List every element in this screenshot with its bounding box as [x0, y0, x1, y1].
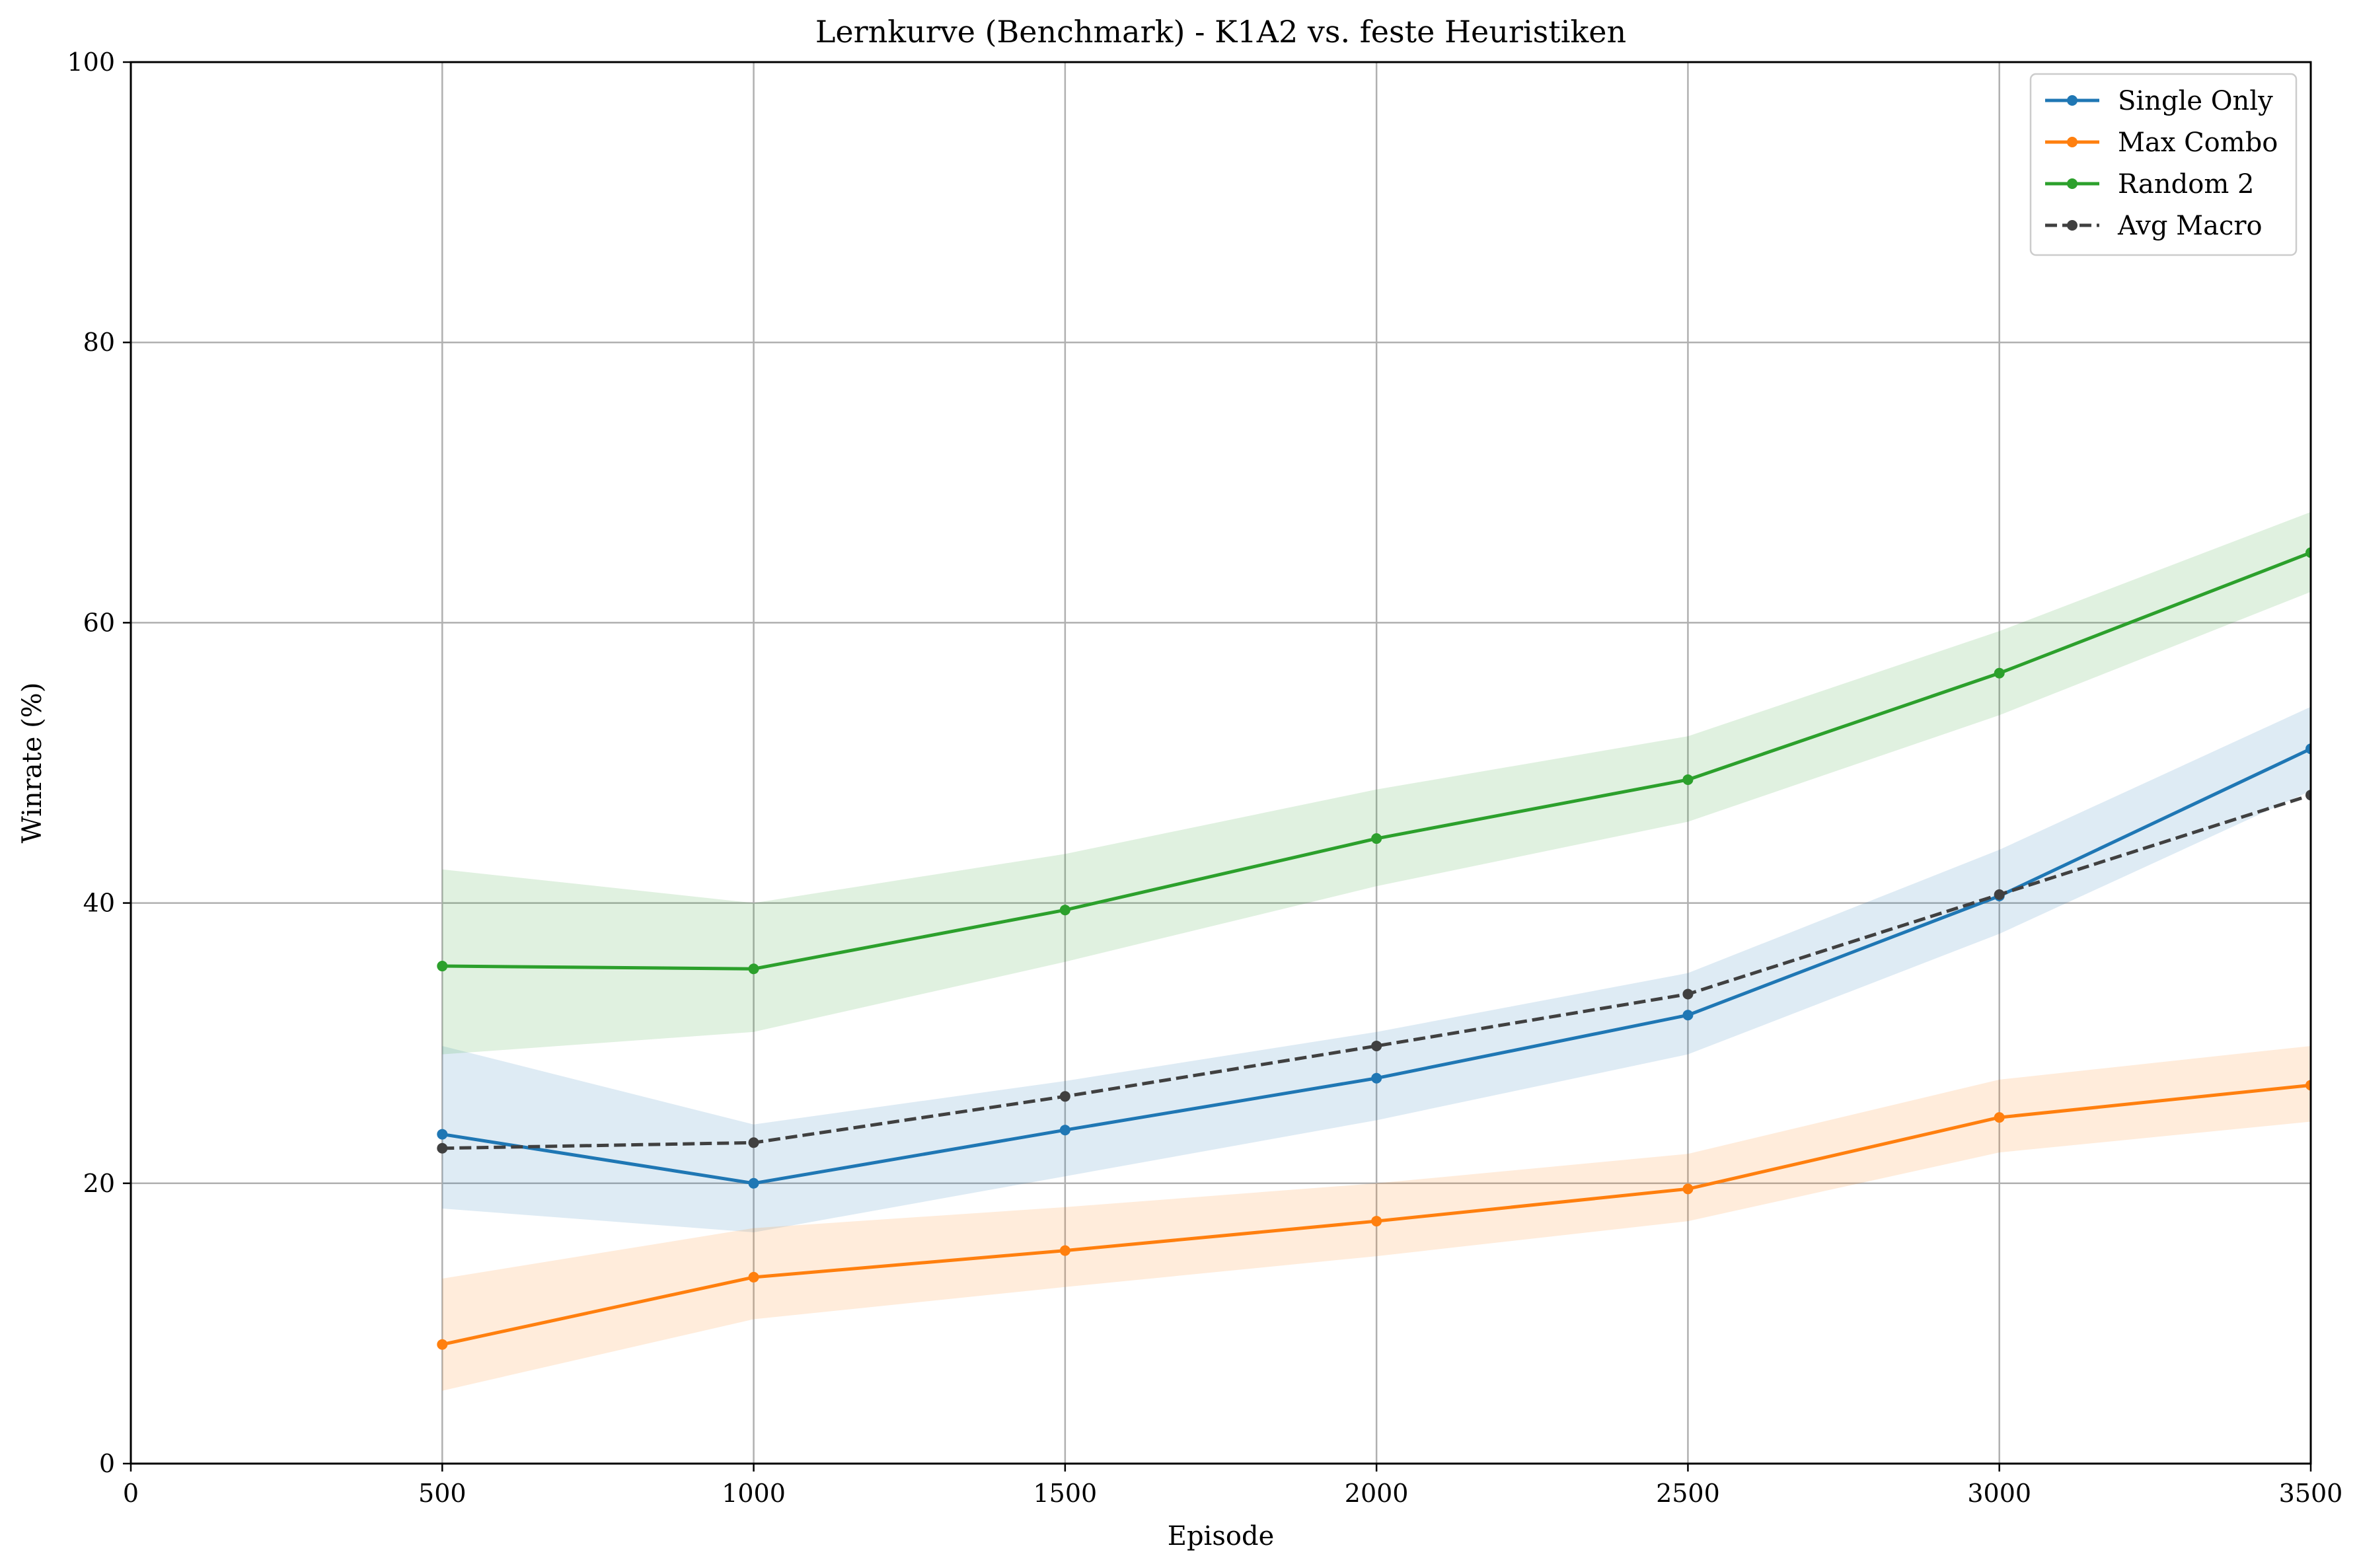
- plot-frame: [130, 61, 2312, 1465]
- data-point: [1994, 667, 2005, 679]
- data-point: [1994, 1112, 2005, 1123]
- y-tick-label: 20: [83, 1169, 115, 1198]
- series-points: [437, 547, 2311, 1350]
- legend-marker: [2067, 220, 2078, 231]
- y-tick-label: 80: [83, 328, 115, 357]
- data-point: [1059, 1091, 1070, 1102]
- y-axis-label: Winrate (%): [17, 683, 48, 844]
- data-point: [1682, 989, 1694, 1000]
- data-point: [1682, 1183, 1694, 1195]
- y-tick-label: 100: [67, 48, 115, 77]
- x-tick-label: 2500: [1656, 1479, 1720, 1508]
- legend-marker: [2067, 95, 2078, 106]
- y-tick-label: 40: [83, 889, 115, 918]
- data-point: [437, 961, 448, 972]
- x-tick-label: 500: [418, 1479, 467, 1508]
- legend-label: Random 2: [2118, 169, 2254, 200]
- data-point: [1371, 1216, 1382, 1227]
- data-point: [1059, 905, 1070, 916]
- confidence-band: [442, 706, 2311, 1233]
- legend-label: Max Combo: [2118, 128, 2278, 158]
- data-point: [748, 1271, 759, 1283]
- x-tick-label: 0: [123, 1479, 139, 1508]
- data-point: [1994, 889, 2005, 900]
- x-tick-label: 2000: [1345, 1479, 1409, 1508]
- data-point: [1371, 1072, 1382, 1084]
- x-tick-label: 3000: [1967, 1479, 2031, 1508]
- data-point: [437, 1339, 448, 1350]
- data-point: [1682, 1010, 1694, 1021]
- x-axis-label: Episode: [1168, 1521, 1274, 1551]
- data-point: [748, 963, 759, 975]
- data-point: [437, 1129, 448, 1140]
- y-tick-label: 0: [99, 1449, 115, 1478]
- confidence-band: [442, 511, 2311, 1055]
- legend-box: [2029, 73, 2298, 256]
- legend-marker: [2067, 178, 2078, 189]
- data-point: [1371, 1040, 1382, 1051]
- x-tick-label: 3500: [2279, 1479, 2343, 1508]
- data-point: [748, 1137, 759, 1148]
- data-point: [1682, 774, 1694, 785]
- data-point: [1059, 1125, 1070, 1136]
- y-tick-label: 60: [83, 608, 115, 637]
- data-point: [1059, 1245, 1070, 1256]
- legend-label: Single Only: [2118, 86, 2273, 116]
- data-point: [1371, 833, 1382, 844]
- chart-title: Lernkurve (Benchmark) - K1A2 vs. feste H…: [815, 14, 1626, 50]
- data-point: [2305, 1080, 2311, 1091]
- data-point: [2305, 547, 2311, 558]
- data-point: [437, 1142, 448, 1154]
- x-axis-ticks: 0 500 1000 1500 2000 2500 3000 3500: [123, 1464, 2342, 1508]
- y-axis-ticks: 0 20 40 60 80 100: [67, 48, 131, 1478]
- legend-label: Avg Macro: [2117, 211, 2263, 241]
- legend-marker: [2067, 137, 2078, 147]
- data-point: [748, 1177, 759, 1189]
- data-point: [2305, 743, 2311, 755]
- x-tick-label: 1500: [1033, 1479, 1097, 1508]
- x-tick-label: 1000: [722, 1479, 786, 1508]
- legend: Single Only Max Combo Random 2 Avg Macro: [2029, 73, 2298, 256]
- data-point: [2305, 790, 2311, 801]
